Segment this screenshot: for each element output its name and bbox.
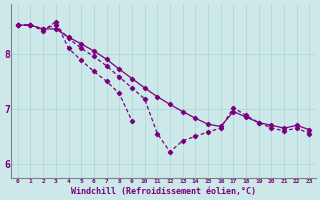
X-axis label: Windchill (Refroidissement éolien,°C): Windchill (Refroidissement éolien,°C) (71, 187, 256, 196)
